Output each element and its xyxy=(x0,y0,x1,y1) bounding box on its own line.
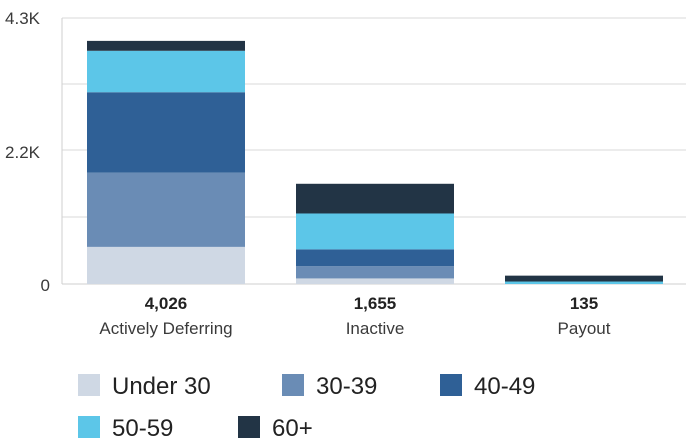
bar-segment xyxy=(296,213,454,250)
bars xyxy=(87,40,663,284)
category-total: 4,026 xyxy=(145,294,188,313)
category-label: Actively Deferring xyxy=(99,319,232,338)
bar-segment xyxy=(87,92,245,173)
category-label: Inactive xyxy=(346,319,405,338)
category-labels: 4,026 Actively Deferring 1,655 Inactive … xyxy=(99,294,610,338)
bar-segment xyxy=(505,275,663,282)
y-tick-label: 2.2K xyxy=(5,143,41,162)
bar-segment xyxy=(87,246,245,284)
category-total: 135 xyxy=(570,294,598,313)
bar-segment xyxy=(296,183,454,214)
bar-segment xyxy=(505,281,663,284)
bar-segment xyxy=(87,172,245,247)
bar-segment xyxy=(296,249,454,267)
legend-swatch-40-49 xyxy=(440,374,462,396)
legend-swatch-under-30 xyxy=(78,374,100,396)
legend-label: 60+ xyxy=(272,415,313,442)
legend-swatch-60-plus xyxy=(238,416,260,438)
y-axis: 4.3K 2.2K 0 xyxy=(5,9,50,295)
bar-segment xyxy=(296,266,454,279)
legend-label: Under 30 xyxy=(112,373,211,400)
legend-swatch-30-39 xyxy=(282,374,304,396)
bar-segment xyxy=(87,40,245,51)
legend-label: 30-39 xyxy=(316,373,377,400)
y-tick-label: 0 xyxy=(41,276,50,295)
category-total: 1,655 xyxy=(354,294,397,313)
bar-segment xyxy=(296,278,454,284)
bar-segment xyxy=(87,50,245,93)
category-label: Payout xyxy=(558,319,611,338)
legend-swatch-50-59 xyxy=(78,416,100,438)
y-tick-label: 4.3K xyxy=(5,9,41,28)
legend-label: 50-59 xyxy=(112,415,173,442)
legend: Under 30 30-39 40-49 50-59 60+ xyxy=(78,373,535,442)
legend-label: 40-49 xyxy=(474,373,535,400)
